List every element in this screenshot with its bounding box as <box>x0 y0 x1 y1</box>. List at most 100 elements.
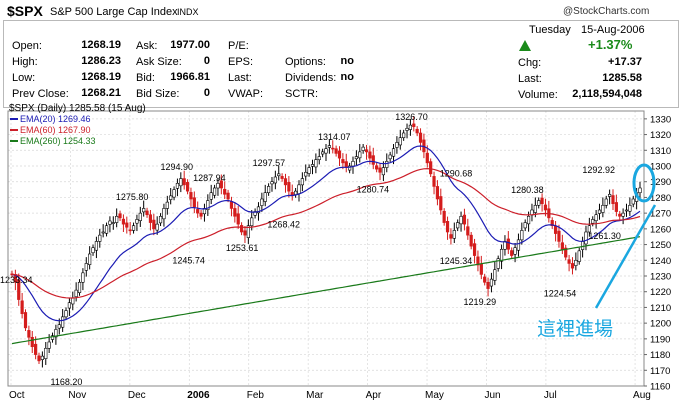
candle-body <box>20 300 24 315</box>
x-tick-label: Jun <box>484 390 500 401</box>
candle-body <box>567 259 571 264</box>
candle-body <box>405 127 409 131</box>
y-tick-label: 1160 <box>650 382 670 393</box>
candle-body <box>54 329 58 338</box>
price-annotation: 1280.74 <box>357 184 390 194</box>
candle-body <box>391 148 396 157</box>
candle-body <box>577 250 581 262</box>
day-label: Tuesday <box>529 24 571 36</box>
price-annotation: 1245.74 <box>172 255 205 265</box>
price-annotation: 1268.42 <box>267 220 300 230</box>
price-annotation: 1168.20 <box>50 377 82 387</box>
x-tick-label: Aug <box>633 390 651 401</box>
candle-body <box>256 206 261 214</box>
candle-body <box>445 221 450 233</box>
candle-body <box>104 225 109 234</box>
candle-body <box>452 230 456 239</box>
candle-body <box>375 165 379 170</box>
x-tick-label: Nov <box>68 390 86 401</box>
eps-label: EPS: <box>228 56 254 68</box>
candle-body <box>236 213 240 225</box>
price-annotation: 1224.54 <box>544 289 577 299</box>
price-annotation: 1326.70 <box>395 112 428 122</box>
candle-body <box>429 161 433 175</box>
y-tick-label: 1260 <box>650 224 671 235</box>
y-tick-label: 1310 <box>650 146 671 157</box>
candle-body <box>418 132 423 143</box>
price-annotation: 1287.94 <box>193 173 226 183</box>
up-arrow-icon <box>519 40 531 51</box>
x-tick-label: 2006 <box>187 390 210 401</box>
candle-body <box>520 230 524 241</box>
candle-body <box>37 355 41 362</box>
y-tick-label: 1190 <box>650 334 670 345</box>
candle-body <box>540 197 544 205</box>
y-tick-label: 1200 <box>650 319 671 330</box>
candle-body <box>77 281 82 293</box>
candle-body <box>459 215 463 225</box>
candle-body <box>324 148 328 154</box>
candle-body <box>219 180 223 189</box>
candle-body <box>331 147 335 150</box>
candle-body <box>277 173 281 177</box>
candle-body <box>30 336 34 348</box>
candle-body <box>185 182 190 192</box>
date-label: 15-Aug-2006 <box>581 24 645 36</box>
candle-body <box>94 241 99 251</box>
candle-body <box>121 218 126 225</box>
candle-body <box>34 343 38 355</box>
prevclose-label: Prev Close: <box>12 88 69 100</box>
candle-body <box>260 198 264 206</box>
candle-body <box>597 209 602 214</box>
candle-body <box>432 176 436 187</box>
candle-body <box>250 217 254 227</box>
candle-body <box>601 204 605 213</box>
y-tick-label: 1330 <box>650 114 671 125</box>
candle-body <box>496 258 500 269</box>
candle-body <box>131 225 136 231</box>
candle-body <box>456 222 460 229</box>
candle-body <box>145 210 149 216</box>
candle-body <box>64 310 68 318</box>
candle-body <box>270 181 274 185</box>
candle-body <box>128 229 132 232</box>
candle-body <box>118 213 122 219</box>
candle-body <box>283 178 288 186</box>
candle-body <box>435 186 440 200</box>
overlay-annotation <box>594 163 657 309</box>
entry-annotation-text: 這裡進場 <box>537 318 614 340</box>
candle-body <box>476 256 480 266</box>
low-label: Low: <box>12 72 36 84</box>
candle-body <box>489 278 494 287</box>
open-value: 1268.19 <box>81 39 121 51</box>
candle-body <box>304 171 308 177</box>
legend-ema260: EMA(260) 1254.33 <box>20 136 96 146</box>
candle-body <box>570 263 575 269</box>
pointer-arrow <box>594 204 657 309</box>
candle-body <box>88 253 92 265</box>
candle-body <box>44 347 48 359</box>
high-value: 1286.23 <box>81 55 121 67</box>
candle-body <box>628 204 632 212</box>
symbol: $SPX <box>7 3 43 19</box>
candle-body <box>364 149 369 153</box>
candle-body <box>327 145 331 148</box>
candle-body <box>101 231 105 234</box>
chart-axes: 1160 1170 1180 1190 1200 1210 1220 1230 1240 1250… <box>7 110 671 401</box>
candle-body <box>378 167 382 173</box>
ask-value: 1977.00 <box>170 39 210 51</box>
y-tick-label: 1220 <box>650 287 671 298</box>
site-logo[interactable]: @StockCharts.com <box>563 6 650 17</box>
candle-body <box>550 220 554 227</box>
candle-body <box>523 222 527 229</box>
highlight-ellipse <box>632 163 656 203</box>
candle-body <box>348 165 352 171</box>
candle-body <box>513 247 517 255</box>
candle-body <box>50 335 55 340</box>
candle-body <box>442 210 446 223</box>
candle-body <box>371 155 375 165</box>
y-tick-label: 1250 <box>650 240 671 251</box>
volume-label: Volume: <box>518 89 558 101</box>
candle-body <box>604 198 608 206</box>
candle-body <box>472 243 477 256</box>
